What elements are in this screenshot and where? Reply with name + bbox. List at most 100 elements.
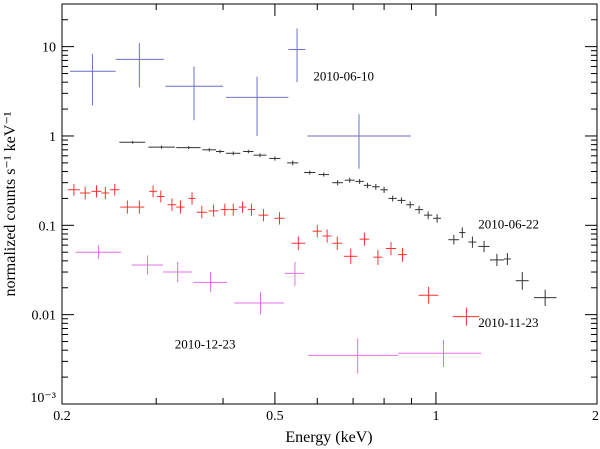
y-tick-label: 10⁻³ [30, 391, 56, 406]
data-point [115, 42, 164, 88]
axis-ticks [61, 3, 598, 405]
data-point [215, 149, 225, 154]
annotation-label: 2010-11-23 [478, 315, 538, 330]
data-point [363, 182, 372, 189]
data-point [258, 209, 269, 222]
x-tick-label: 2 [592, 409, 599, 424]
data-point [225, 151, 241, 156]
series-2010-11-23 [67, 184, 480, 326]
data-point [229, 203, 238, 216]
data-point [225, 76, 289, 136]
data-point [515, 272, 529, 290]
plot-frame [61, 3, 598, 405]
data-point [398, 340, 482, 367]
y-tick-label: 1 [49, 130, 56, 145]
data-point [269, 156, 281, 161]
data-point [176, 146, 201, 150]
data-point [243, 149, 254, 154]
data-point [148, 145, 175, 149]
data-point [312, 224, 322, 238]
data-point [208, 204, 219, 217]
annotation-label: 2010-12-23 [175, 336, 236, 351]
data-point [490, 253, 504, 267]
data-point [448, 234, 460, 245]
data-point [468, 236, 477, 248]
data-point [415, 205, 424, 214]
data-point [196, 205, 207, 219]
data-point [75, 245, 122, 259]
x-tick-label: 0.5 [266, 409, 284, 424]
data-point [322, 229, 332, 243]
data-point [69, 53, 116, 106]
series-2010-12-23 [75, 245, 482, 374]
data-point [332, 180, 343, 186]
data-point [79, 186, 91, 200]
data-point [459, 227, 466, 239]
data-point [332, 236, 343, 250]
x-tick-label: 0.2 [53, 409, 71, 424]
data-point [406, 201, 415, 209]
data-point [373, 249, 383, 265]
data-point [385, 242, 396, 256]
data-point [110, 184, 120, 196]
data-point [134, 200, 145, 214]
data-point [380, 186, 388, 193]
data-point [274, 212, 285, 225]
data-point [308, 338, 399, 374]
data-point [503, 252, 511, 265]
data-point [533, 289, 557, 306]
data-point [119, 140, 146, 144]
data-point [372, 184, 380, 190]
data-point [288, 28, 306, 83]
data-point [287, 160, 299, 166]
data-point [291, 236, 306, 250]
data-point [418, 286, 439, 304]
data-point [188, 192, 196, 205]
data-point [202, 148, 216, 152]
data-point [424, 211, 433, 220]
data-point [149, 185, 157, 198]
data-series [67, 28, 557, 374]
data-point [307, 114, 411, 169]
data-point [131, 255, 164, 275]
data-point [238, 201, 247, 214]
data-point [156, 190, 165, 203]
data-point [220, 203, 229, 216]
data-point [452, 307, 480, 326]
data-point [247, 203, 256, 216]
data-point [355, 178, 364, 185]
series-2010-06-22 [119, 140, 557, 306]
data-point [67, 184, 80, 196]
x-axis-title: Energy (keV) [285, 429, 372, 446]
data-point [359, 232, 370, 246]
data-point [165, 66, 224, 121]
data-point [344, 177, 355, 183]
annotation-label: 2010-06-22 [478, 217, 539, 232]
y-axis-title: normalized counts s⁻¹ keV⁻¹ [2, 111, 19, 296]
data-point [120, 200, 135, 214]
data-point [163, 261, 193, 283]
data-point [388, 195, 397, 202]
axis-labels: 0.2 0.5 1 2 10⁻³ 0.01 0.1 1 10 2010-06-10 2010-06-… [30, 41, 599, 424]
y-tick-label: 10 [42, 41, 56, 56]
data-point [433, 214, 442, 223]
series-2010-06-10 [69, 28, 411, 169]
data-point [398, 247, 407, 262]
data-point [397, 197, 406, 204]
data-point [284, 261, 305, 286]
data-point [101, 186, 110, 200]
data-point [304, 170, 316, 175]
x-tick-label: 1 [432, 409, 439, 424]
data-point [478, 240, 490, 253]
data-point [343, 248, 358, 264]
y-tick-label: 0.1 [39, 219, 57, 234]
data-point [91, 185, 102, 198]
data-point [234, 291, 285, 315]
annotation-label: 2010-06-10 [313, 68, 374, 83]
data-point [193, 272, 228, 292]
data-point [253, 153, 267, 158]
data-point [167, 198, 177, 211]
y-tick-label: 0.01 [32, 309, 57, 324]
data-point [176, 200, 185, 214]
